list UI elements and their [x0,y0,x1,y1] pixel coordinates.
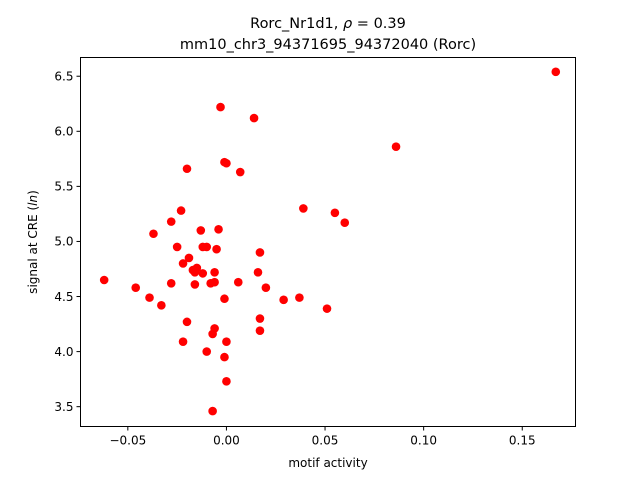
data-points [99,67,561,416]
y-tick-label: 5.0 [54,235,73,249]
data-point [210,267,219,277]
data-point [299,204,308,213]
data-point [166,217,176,226]
data-point [255,326,265,335]
data-point [202,242,212,252]
plot-frame [80,57,576,427]
data-point [196,226,206,235]
x-tick-label: 0.05 [312,434,339,448]
chart-title-suffix: = 0.39 [352,16,406,32]
data-point [157,301,166,310]
data-point [190,267,200,277]
data-point [295,293,304,302]
data-point [210,277,219,287]
y-tick-label: 4.0 [54,345,73,359]
data-point [222,337,231,346]
y-axis-label: signal at CRE (ln) [26,190,40,294]
x-tick-label: 0.00 [213,434,240,448]
data-point [222,158,231,168]
data-point [551,67,561,77]
data-point [214,225,223,234]
data-point [145,293,154,302]
data-point [340,218,350,228]
data-point [253,267,263,277]
chart-title-prefix: Rorc_Nr1d1, [250,16,343,32]
y-axis-ticks: 3.5 4.0 4.5 5.0 5.5 6.0 6.5 [54,70,81,414]
data-point [322,304,332,313]
data-point [233,277,243,287]
y-tick-label: 6.5 [54,70,73,84]
data-point [172,242,182,252]
chart-title-line-2: mm10_chr3_94371695_94372040 (Rorc) [180,37,476,53]
data-point [182,164,192,174]
y-tick-label: 5.5 [54,180,73,194]
data-point [220,294,229,304]
y-axis-label-prefix: signal at CRE ( [26,206,40,294]
y-tick-label: 6.0 [54,125,73,139]
data-point [220,352,229,362]
x-tick-label: −0.05 [109,434,146,448]
y-tick-label: 3.5 [54,400,73,414]
x-axis-ticks: −0.05 0.00 0.05 0.10 0.15 [109,426,536,448]
data-point [212,244,221,254]
data-point [184,253,194,263]
data-point [131,283,141,293]
data-point [178,259,188,268]
data-point [249,113,259,123]
chart-title-line-1: Rorc_Nr1d1, ρ = 0.39 [250,16,406,32]
data-point [216,102,225,112]
data-point [391,142,401,152]
y-tick-label: 4.5 [54,290,73,304]
y-axis-label-suffix: ) [26,190,40,195]
data-point [166,279,176,288]
y-axis-label-italic: ln [26,195,40,206]
data-point [279,295,288,305]
data-point [182,317,192,327]
data-point [202,347,212,356]
data-point [261,283,271,293]
x-tick-label: 0.15 [509,434,536,448]
data-point [190,280,200,289]
data-point [255,248,265,257]
data-point [222,377,231,386]
data-point [198,269,208,278]
x-tick-label: 0.10 [410,434,437,448]
data-point [235,167,245,177]
data-point [330,208,340,218]
data-point [178,337,188,346]
data-point [149,229,158,239]
chart-title-rho: ρ [343,16,353,32]
data-point [99,275,109,285]
data-point [255,314,265,323]
x-axis-label: motif activity [288,456,367,470]
data-point [208,406,217,416]
data-point [176,206,186,215]
data-point [208,329,217,339]
